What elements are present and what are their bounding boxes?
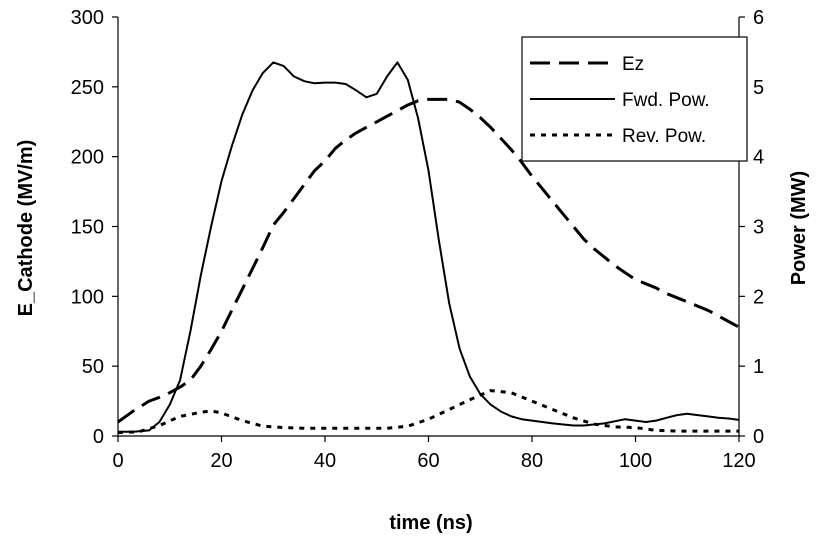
y-left-tick-label: 250 [71, 77, 104, 99]
x-tick-label: 0 [112, 450, 123, 472]
y-right-tick-label: 1 [753, 356, 764, 378]
y-right-tick-label: 0 [753, 426, 764, 448]
legend-label-1: Fwd. Pow. [622, 90, 710, 111]
x-tick-label: 100 [619, 450, 652, 472]
y-right-axis-title: Power (MW) [788, 171, 810, 285]
y-right-tick-label: 6 [753, 7, 764, 29]
legend: Ez Fwd. Pow. Rev. Pow. [521, 36, 748, 162]
y-left-tick-label: 100 [71, 286, 104, 308]
plot-lines [117, 61, 740, 434]
x-tick-label: 20 [210, 450, 232, 472]
x-axis-title: time (ns) [389, 512, 472, 534]
y-right-tick-label: 5 [753, 77, 764, 99]
series-line-0 [117, 97, 740, 424]
series-line-1 [118, 61, 740, 433]
y-left-tick-label: 200 [71, 147, 104, 169]
y-left-tick-label: 50 [82, 356, 104, 378]
x-tick-label: 120 [722, 450, 755, 472]
legend-label-0: Ez [622, 54, 644, 75]
x-tick-label: 80 [521, 450, 543, 472]
y-left-axis-title: E_Cathode (MV/m) [15, 140, 37, 317]
y-right-tick-label: 3 [753, 217, 764, 239]
series-line-2 [117, 389, 739, 434]
y-left-tick-label: 300 [71, 7, 104, 29]
y-left-tick-label: 150 [71, 217, 104, 239]
y-right-tick-label: 4 [753, 147, 764, 169]
x-tick-label: 40 [314, 450, 336, 472]
x-tick-label: 60 [417, 450, 439, 472]
y-right-tick-label: 2 [753, 286, 764, 308]
legend-label-2: Rev. Pow. [622, 126, 706, 147]
y-left-tick-label: 0 [93, 426, 104, 448]
